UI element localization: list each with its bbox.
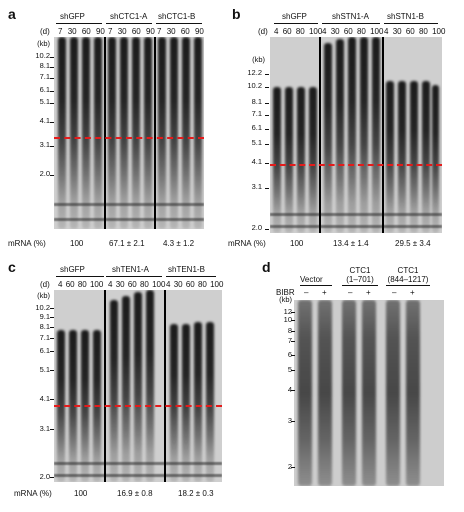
panel-d-kb-label: 6 (287, 350, 292, 359)
panel-a-kb-label: 10.2 (35, 51, 50, 60)
panel-c-reference-line (54, 405, 222, 407)
panel-d-kb-label: 5 (287, 365, 292, 374)
panel-a-kb-label: 5.1 (39, 97, 50, 106)
panel-b-kb-label: 2.0 (251, 223, 262, 232)
panel-a-day-label: (d) (40, 27, 50, 36)
panel-a-group-2: shCTC1-A (110, 12, 148, 21)
panel-b-group-2: shSTN1-A (332, 12, 369, 21)
panel-a-kb-label: 7.1 (39, 72, 50, 81)
panel-c-kb-label: 4.1 (39, 394, 50, 403)
panel-c-group-3: shTEN1-B (168, 265, 205, 274)
panel-b-kb-label: 6.1 (251, 123, 262, 132)
panel-b-mrna-label: mRNA (%) (228, 239, 266, 248)
panel-b-mrna-value: 29.5 ± 3.4 (395, 239, 431, 248)
panel-d-sign: – (392, 288, 397, 297)
panel-c-kb-label: 9.1 (39, 312, 50, 321)
panel-c-blot (54, 290, 222, 482)
panel-d-bibr-label: BIBR (276, 288, 295, 297)
panel-b-blot (270, 37, 442, 233)
panel-a-kb-label: 2.0 (39, 169, 50, 178)
panel-b-kb-label: 7.1 (251, 109, 262, 118)
panel-a-letter: a (8, 6, 16, 22)
panel-b-kb-label: 12.2 (247, 68, 262, 77)
panel-c-kb-label: 7.1 (39, 333, 50, 342)
panel-c-kb-label: 6.1 (39, 346, 50, 355)
panel-c-days-2: 4 30 60 80 100 (108, 280, 166, 289)
panel-a-kb-label: 8.1 (39, 61, 50, 70)
panel-a-reference-line (54, 137, 204, 139)
panel-b-kb-label: 5.1 (251, 138, 262, 147)
panel-b-kb-label: 4.1 (251, 157, 262, 166)
panel-d-kb-label: 2 (287, 462, 292, 471)
panel-a-kb-label: 6.1 (39, 85, 50, 94)
panel-a-days-1: 7 30 60 90 (58, 27, 105, 36)
panel-c-group-2: shTEN1-A (112, 265, 149, 274)
panel-c-kb-label: 2.0 (39, 472, 50, 481)
panel-d-kb-label: 10 (283, 315, 292, 324)
panel-a-kb-unit: (kb) (37, 39, 50, 48)
panel-d-sign: + (366, 288, 371, 297)
panel-b-kb-label: 10.2 (247, 81, 262, 90)
panel-d-sign: + (410, 288, 415, 297)
panel-c-group-1: shGFP (60, 265, 85, 274)
panel-d-kb-unit: (kb) (279, 295, 292, 304)
panel-c-day-label: (d) (40, 280, 50, 289)
panel-d-sign: – (304, 288, 309, 297)
panel-a-mrna-value: 4.3 ± 1.2 (163, 239, 195, 248)
panel-b-kb-label: 8.1 (251, 97, 262, 106)
panel-b-reference-line (270, 164, 442, 166)
panel-c-kb-unit: (kb) (37, 291, 50, 300)
panel-b-day-label: (d) (258, 27, 268, 36)
panel-c-kb-label: 3.1 (39, 424, 50, 433)
panel-d-group-ctc1-b: CTC1 (844–1217) (387, 266, 429, 284)
panel-d-group-ctc1-a: CTC1 (1–701) (346, 266, 374, 284)
panel-d-letter: d (262, 259, 271, 275)
panel-b-letter: b (232, 6, 241, 22)
panel-c-mrna-value: 100 (74, 489, 88, 498)
panel-c-days-1: 4 60 80 100 (58, 280, 104, 289)
panel-b-mrna-value: 13.4 ± 1.4 (333, 239, 369, 248)
panel-b-days-2: 4 30 60 80 100 (322, 27, 384, 36)
panel-b-days-3: 4 30 60 80 100 (384, 27, 446, 36)
panel-c-letter: c (8, 259, 16, 275)
panel-c-kb-label: 5.1 (39, 365, 50, 374)
panel-d-sign: + (322, 288, 327, 297)
panel-d-kb-label: 7 (287, 336, 292, 345)
panel-a-mrna-value: 67.1 ± 2.1 (109, 239, 145, 248)
panel-c-mrna-value: 16.9 ± 0.8 (117, 489, 153, 498)
panel-b-days-1: 4 60 80 100 (274, 27, 323, 36)
panel-b-mrna-value: 100 (290, 239, 304, 248)
panel-a-mrna-label: mRNA (%) (8, 239, 46, 248)
panel-d-kb-label: 4 (287, 385, 292, 394)
panel-a-group-1: shGFP (60, 12, 85, 21)
panel-a-mrna-value: 100 (70, 239, 84, 248)
panel-d-blot (294, 300, 444, 486)
panel-a-blot (54, 37, 204, 229)
panel-d-kb-label: 12 (283, 307, 292, 316)
panel-d-kb-label: 3 (287, 416, 292, 425)
panel-a-days-2: 7 30 60 90 (108, 27, 155, 36)
panel-a-group-3: shCTC1-B (158, 12, 196, 21)
panel-c-kb-label: 10.2 (35, 303, 50, 312)
panel-b-kb-unit: (kb) (252, 55, 265, 64)
panel-c-mrna-label: mRNA (%) (14, 489, 52, 498)
panel-c-mrna-value: 18.2 ± 0.3 (178, 489, 214, 498)
panel-b-group-1: shGFP (282, 12, 307, 21)
panel-d-sign: – (348, 288, 353, 297)
panel-a-kb-label: 4.1 (39, 116, 50, 125)
panel-b-group-3: shSTN1-B (387, 12, 424, 21)
panel-c-days-3: 4 30 60 80 100 (166, 280, 224, 289)
panel-d-group-vector: Vector (300, 275, 323, 284)
panel-d-kb-label: 8 (287, 326, 292, 335)
panel-a-days-3: 7 30 60 90 (157, 27, 204, 36)
panel-c-kb-label: 8.1 (39, 322, 50, 331)
panel-a-kb-label: 3.1 (39, 140, 50, 149)
panel-b-kb-label: 3.1 (251, 182, 262, 191)
